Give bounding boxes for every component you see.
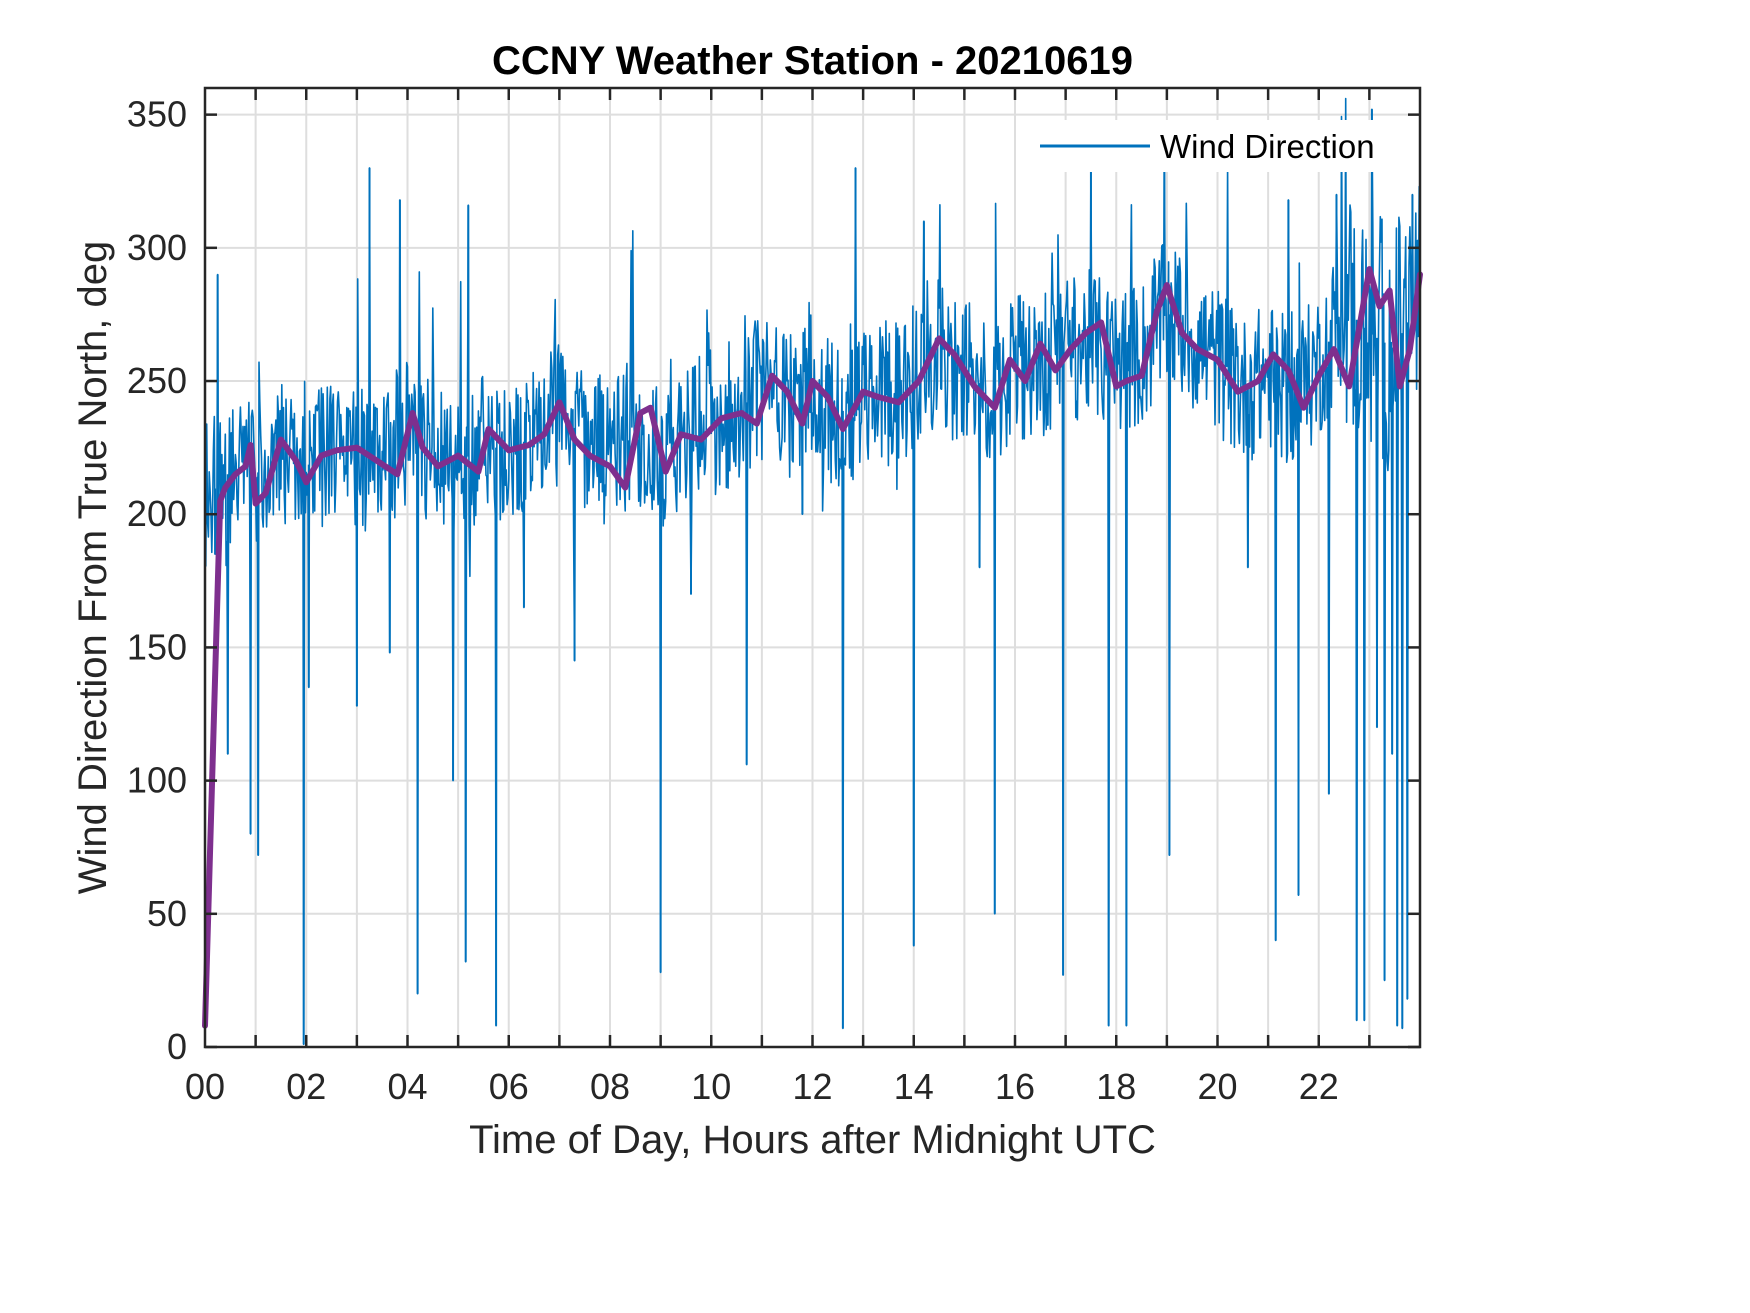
axes xyxy=(203,86,1422,1049)
legend-label-wind-direction: Wind Direction xyxy=(1160,128,1375,165)
series-wind-direction-line xyxy=(204,97,1421,1046)
x-tick-labels: 00 02 04 06 08 10 12 14 16 18 20 22 xyxy=(185,1066,1339,1107)
y-tick-label: 300 xyxy=(127,227,187,268)
y-tick-label: 0 xyxy=(167,1026,187,1067)
x-tick-label: 00 xyxy=(185,1066,225,1107)
x-tick-label: 08 xyxy=(590,1066,630,1107)
x-tick-label: 12 xyxy=(792,1066,832,1107)
x-tick-label: 06 xyxy=(489,1066,529,1107)
y-tick-label: 350 xyxy=(127,94,187,135)
x-tick-label: 16 xyxy=(995,1066,1035,1107)
series-running-mean-line xyxy=(202,266,1423,1029)
y-tick-label: 150 xyxy=(127,626,187,667)
x-axis-title: Time of Day, Hours after Midnight UTC xyxy=(469,1118,1156,1162)
grid-lines xyxy=(205,88,1420,1047)
y-tick-label: 50 xyxy=(147,893,187,934)
y-tick-label: 200 xyxy=(127,493,187,534)
chart-title: CCNY Weather Station - 20210619 xyxy=(492,39,1133,83)
x-tick-label: 02 xyxy=(286,1066,326,1107)
x-tick-label: 04 xyxy=(387,1066,427,1107)
plot-series xyxy=(202,97,1423,1046)
x-tick-label: 20 xyxy=(1197,1066,1237,1107)
x-tick-label: 18 xyxy=(1096,1066,1136,1107)
y-axis-title: Wind Direction From True North, deg xyxy=(71,241,115,895)
x-tick-label: 22 xyxy=(1299,1066,1339,1107)
x-tick-label: 10 xyxy=(691,1066,731,1107)
y-tick-label: 250 xyxy=(127,360,187,401)
y-tick-label: 100 xyxy=(127,760,187,801)
y-tick-labels: 0 50 100 150 200 250 300 350 xyxy=(127,94,187,1067)
legend: Wind Direction xyxy=(1030,120,1390,172)
x-tick-label: 14 xyxy=(894,1066,934,1107)
